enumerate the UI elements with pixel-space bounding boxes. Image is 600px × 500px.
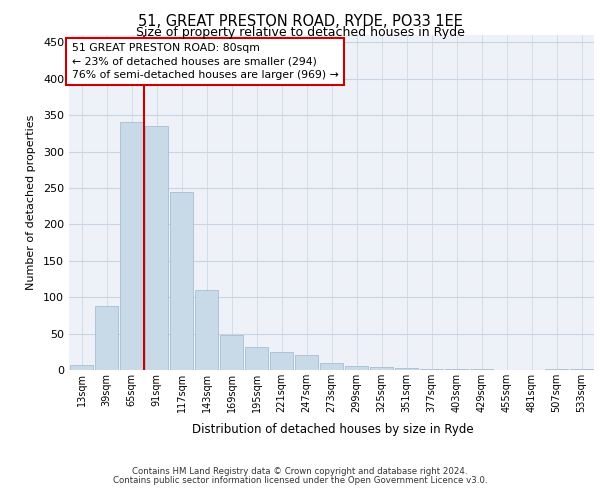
Text: 51, GREAT PRESTON ROAD, RYDE, PO33 1EE: 51, GREAT PRESTON ROAD, RYDE, PO33 1EE xyxy=(137,14,463,29)
Bar xyxy=(70,365,94,370)
Text: 51 GREAT PRESTON ROAD: 80sqm
← 23% of detached houses are smaller (294)
76% of s: 51 GREAT PRESTON ROAD: 80sqm ← 23% of de… xyxy=(71,44,338,80)
Bar xyxy=(145,126,169,370)
Bar xyxy=(569,368,593,370)
Y-axis label: Number of detached properties: Number of detached properties xyxy=(26,115,36,290)
Text: Contains public sector information licensed under the Open Government Licence v3: Contains public sector information licen… xyxy=(113,476,487,485)
Text: Distribution of detached houses by size in Ryde: Distribution of detached houses by size … xyxy=(192,422,474,436)
Bar xyxy=(95,306,118,370)
Bar xyxy=(194,290,218,370)
Bar xyxy=(170,192,193,370)
Bar xyxy=(419,368,443,370)
Bar xyxy=(320,362,343,370)
Text: Contains HM Land Registry data © Crown copyright and database right 2024.: Contains HM Land Registry data © Crown c… xyxy=(132,467,468,476)
Bar xyxy=(370,367,394,370)
Bar xyxy=(269,352,293,370)
Text: Size of property relative to detached houses in Ryde: Size of property relative to detached ho… xyxy=(136,26,464,39)
Bar xyxy=(344,366,368,370)
Bar xyxy=(119,122,143,370)
Bar xyxy=(220,335,244,370)
Bar xyxy=(245,346,268,370)
Bar xyxy=(395,368,418,370)
Bar xyxy=(295,356,319,370)
